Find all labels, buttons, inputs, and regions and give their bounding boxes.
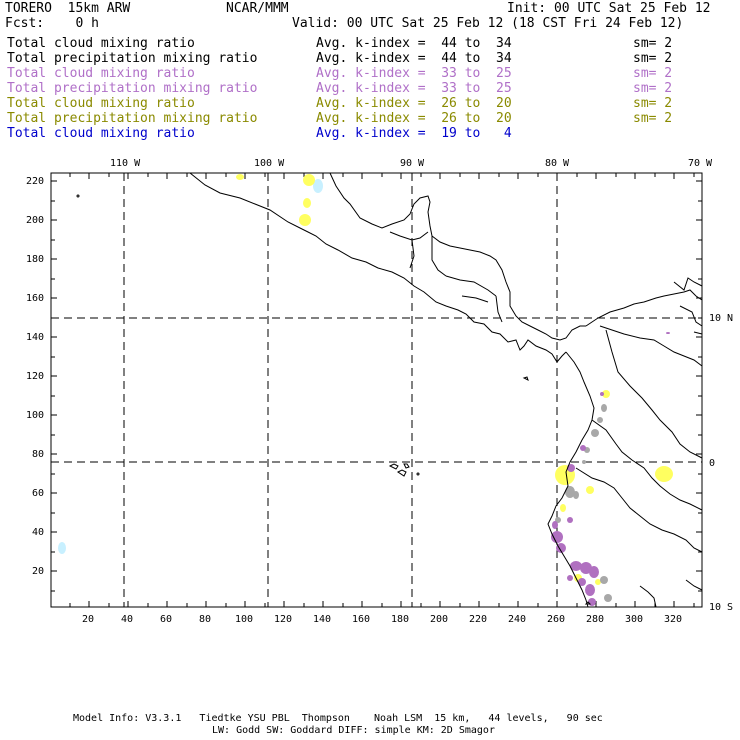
legend-sm-5: sm= 2 [633, 96, 673, 111]
x-tick: 300 [625, 614, 644, 625]
legend-field-7: Total cloud mixing ratio [7, 126, 195, 141]
legend-sm-2: sm= 2 [633, 51, 673, 66]
legend-field-1: Total cloud mixing ratio [7, 36, 195, 51]
legend-sm-4: sm= 2 [633, 81, 673, 96]
y-tick: 40 [32, 527, 45, 538]
x-tick: 200 [430, 614, 449, 625]
x-tick: 280 [586, 614, 605, 625]
x-tick: 160 [352, 614, 371, 625]
y-tick: 220 [26, 176, 45, 187]
legend-kindex-6: Avg. k-index = 26 to 20 [316, 111, 512, 126]
x-tick: 220 [469, 614, 488, 625]
lon-label-110w: 110 W [110, 158, 141, 169]
cloud-patch-yellow [602, 390, 610, 398]
cloud-patch-yellow [586, 486, 594, 494]
galapagos-island [388, 463, 399, 470]
legend-kindex-5: Avg. k-index = 26 to 20 [316, 96, 512, 111]
y-tick: 200 [26, 215, 45, 226]
lon-label-80w: 80 W [545, 158, 570, 169]
cloud-patch-cyan [58, 542, 66, 554]
legend-sm-3: sm= 2 [633, 66, 673, 81]
y-tick: 20 [32, 566, 45, 577]
x-tick: 80 [199, 614, 212, 625]
legend-field-5: Total cloud mixing ratio [7, 96, 195, 111]
cloud-patch-yellow [655, 466, 673, 482]
x-tick: 100 [235, 614, 254, 625]
legend-field-3: Total cloud mixing ratio [7, 66, 195, 81]
legend-kindex-1: Avg. k-index = 44 to 34 [316, 36, 512, 51]
hydrometeor-shading [58, 174, 673, 606]
cloud-patch-yellow [560, 504, 566, 512]
valid-time: Valid: 00 UTC Sat 25 Feb 12 (18 CST Fri … [292, 16, 684, 31]
legend-kindex-3: Avg. k-index = 33 to 25 [316, 66, 512, 81]
x-tick: 260 [547, 614, 566, 625]
axis-ticks [51, 173, 702, 607]
y-tick: 120 [26, 371, 45, 382]
lon-label-100w: 100 W [254, 158, 285, 169]
lon-label-70w: 70 W [688, 158, 713, 169]
x-tick: 140 [313, 614, 332, 625]
x-tick: 240 [508, 614, 527, 625]
cloud-patch-yellow [303, 174, 315, 186]
islands [76, 194, 592, 605]
x-tick: 40 [121, 614, 134, 625]
cloud-patch-yellow [595, 579, 601, 585]
model-title: TORERO 15km ARW [5, 1, 131, 16]
cloud-patches-purple [551, 332, 670, 606]
cloud-patch-cyan [313, 179, 323, 193]
y-tick: 100 [26, 410, 45, 421]
y-tick: 140 [26, 332, 45, 343]
legend-field-2: Total precipitation mixing ratio [7, 51, 258, 66]
x-tick: 60 [160, 614, 173, 625]
x-tick: 320 [664, 614, 683, 625]
physics-info: LW: Godd SW: Goddard DIFF: simple KM: 2D… [212, 725, 495, 736]
y-tick: 180 [26, 254, 45, 265]
legend-sm-1: sm= 2 [633, 36, 673, 51]
forecast-hour: Fcst: 0 h [5, 16, 99, 31]
galapagos-island [397, 469, 407, 477]
x-tick: 180 [391, 614, 410, 625]
map-frame [50, 172, 703, 608]
y-tick: 160 [26, 293, 45, 304]
coastlines [189, 172, 703, 608]
legend-kindex-4: Avg. k-index = 33 to 25 [316, 81, 512, 96]
lon-label-90w: 90 W [400, 158, 425, 169]
cloud-patch-yellow [236, 174, 244, 180]
y-tick: 80 [32, 449, 45, 460]
cloud-patch-yellow [299, 214, 311, 226]
init-time: Init: 00 UTC Sat 25 Feb 12 [507, 1, 711, 16]
legend-kindex-7: Avg. k-index = 19 to 4 [316, 126, 512, 141]
galapagos-island [403, 463, 410, 469]
legend-sm-6: sm= 2 [633, 111, 673, 126]
lat-label-10s: 10 S [709, 602, 734, 613]
legend-kindex-2: Avg. k-index = 44 to 34 [316, 51, 512, 66]
model-info: Model Info: V3.3.1 Tiedtke YSU PBL Thomp… [73, 713, 603, 724]
cloud-patch-yellow [303, 198, 311, 208]
lat-label-0: 0 [709, 458, 716, 469]
x-tick: 120 [274, 614, 293, 625]
x-tick: 20 [82, 614, 95, 625]
center-label: NCAR/MMM [226, 1, 289, 16]
legend-field-4: Total precipitation mixing ratio [7, 81, 258, 96]
lat-label-10n: 10 N [709, 313, 734, 324]
legend-field-6: Total precipitation mixing ratio [7, 111, 258, 126]
lat-lon-gridlines [51, 173, 702, 607]
cloud-patches-grey [555, 404, 612, 602]
y-tick: 60 [32, 488, 45, 499]
